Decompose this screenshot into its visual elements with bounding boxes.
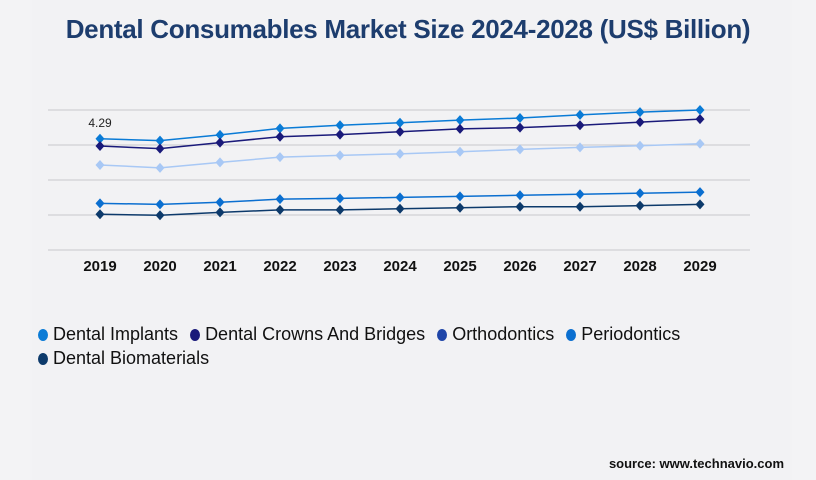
- data-point: [215, 207, 225, 218]
- data-point: [335, 120, 345, 131]
- data-point: [575, 142, 585, 153]
- data-point: [695, 187, 705, 198]
- x-tick-label: 2026: [503, 258, 536, 275]
- data-point: [575, 120, 585, 131]
- legend-marker-icon: [566, 329, 577, 341]
- chart-title: Dental Consumables Market Size 2024-2028…: [65, 14, 751, 44]
- legend-item: Dental Implants: [38, 322, 178, 346]
- data-point: [515, 113, 525, 124]
- data-label: 4.29: [88, 116, 112, 130]
- legend-marker-icon: [38, 329, 48, 341]
- legend-item: Dental Crowns And Bridges: [190, 322, 425, 346]
- x-tick-label: 2023: [323, 258, 356, 275]
- data-point: [635, 107, 645, 118]
- data-point: [275, 204, 285, 215]
- data-point: [275, 194, 285, 205]
- data-point: [275, 131, 285, 142]
- legend-item: Orthodontics: [437, 322, 554, 346]
- data-point: [215, 137, 225, 148]
- data-point: [335, 150, 345, 161]
- data-point: [395, 203, 405, 214]
- data-point: [575, 201, 585, 212]
- data-point: [95, 141, 105, 152]
- data-point: [455, 146, 465, 157]
- data-point: [515, 122, 525, 133]
- legend-marker-icon: [437, 329, 448, 341]
- legend-label: Periodontics: [581, 324, 681, 344]
- data-point: [155, 143, 165, 154]
- data-point: [635, 140, 645, 151]
- data-point: [635, 200, 645, 211]
- data-point: [395, 148, 405, 159]
- data-point: [515, 190, 525, 201]
- data-point: [95, 133, 105, 144]
- x-tick-label: 2024: [383, 258, 417, 275]
- data-point: [395, 117, 405, 128]
- x-tick-label: 2029: [683, 258, 716, 275]
- data-point: [155, 135, 165, 146]
- data-point: [395, 126, 405, 137]
- source-text: source: www.technavio.com: [608, 456, 784, 471]
- x-tick-label: 2022: [263, 258, 296, 275]
- data-point: [455, 191, 465, 202]
- legend-label: Dental Biomaterials: [53, 348, 210, 368]
- data-point: [335, 204, 345, 215]
- legend-marker-icon: [38, 353, 48, 365]
- data-point: [275, 123, 285, 134]
- data-point: [215, 129, 225, 140]
- data-point: [95, 198, 105, 209]
- data-point: [455, 123, 465, 134]
- x-tick-label: 2020: [143, 258, 176, 275]
- x-tick-label: 2025: [443, 258, 476, 275]
- x-tick-label: 2027: [563, 258, 596, 275]
- data-point: [455, 202, 465, 213]
- legend-item: Dental Biomaterials: [38, 346, 209, 370]
- data-point: [695, 114, 705, 125]
- data-point: [695, 199, 705, 210]
- legend: Dental Implants Dental Crowns And Bridges…: [38, 322, 778, 370]
- data-point: [335, 193, 345, 204]
- legend-item: Periodontics: [566, 322, 680, 346]
- data-point: [635, 117, 645, 128]
- data-point: [635, 188, 645, 199]
- data-point: [695, 105, 705, 115]
- chart-background: [32, 0, 792, 480]
- data-point: [155, 199, 165, 210]
- legend-label: Dental Crowns And Bridges: [205, 324, 426, 344]
- data-point: [275, 152, 285, 163]
- data-point: [155, 210, 165, 221]
- x-tick-label: 2028: [623, 258, 656, 275]
- data-point: [515, 201, 525, 212]
- data-point: [455, 115, 465, 126]
- data-point: [95, 159, 105, 170]
- data-point: [395, 192, 405, 203]
- data-point: [515, 144, 525, 155]
- data-point: [335, 129, 345, 140]
- data-point: [95, 209, 105, 220]
- data-point: [215, 157, 225, 168]
- legend-label: Orthodontics: [452, 324, 555, 344]
- data-point: [215, 197, 225, 208]
- legend-label: Dental Implants: [53, 324, 179, 344]
- data-point: [695, 138, 705, 149]
- data-point: [155, 162, 165, 173]
- x-tick-label: 2021: [203, 258, 236, 275]
- legend-marker-icon: [190, 329, 201, 341]
- x-tick-label: 2019: [83, 258, 116, 275]
- data-point: [575, 189, 585, 200]
- data-point: [575, 109, 585, 120]
